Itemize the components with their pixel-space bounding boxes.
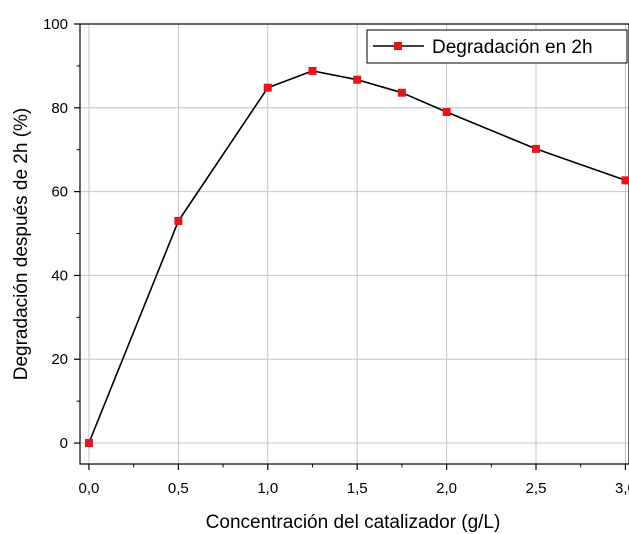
x-tick-label: 1,0	[257, 480, 278, 497]
x-tick-label: 3,0	[615, 480, 629, 497]
data-point-marker	[308, 66, 317, 75]
data-point-marker	[174, 216, 183, 225]
data-point-marker	[442, 108, 451, 116]
legend-label: Degradación en 2h	[432, 37, 593, 58]
series-layer	[84, 66, 629, 448]
data-point-marker	[84, 439, 93, 448]
y-tick-label: 40	[51, 267, 68, 284]
y-tick-label: 100	[43, 16, 68, 33]
data-point-marker	[353, 75, 362, 84]
plot-frame	[79, 23, 629, 465]
y-tick-label: 80	[51, 100, 68, 117]
y-axis-title: Degradación después de 2h (%)	[11, 108, 32, 381]
x-tick-label: 0,0	[79, 480, 100, 497]
plot-area	[80, 24, 629, 464]
data-point-marker	[397, 88, 406, 97]
x-tick-label: 1,5	[347, 480, 368, 497]
axis-ticks	[74, 23, 627, 470]
legend-marker-swatch	[394, 42, 402, 50]
x-tick-label: 2,0	[436, 480, 457, 497]
data-point-marker	[621, 176, 629, 185]
legend: Degradación en 2h	[366, 29, 628, 64]
data-point-marker	[532, 144, 541, 153]
y-tick-label: 0	[60, 435, 68, 452]
data-point-marker	[263, 83, 272, 92]
tick-labels: 0,0 0,5 1,0 1,5 2,0 2,5 3,0 0 20 40 60 80 100	[43, 16, 629, 497]
y-tick-label: 20	[51, 351, 68, 368]
y-tick-label: 60	[51, 184, 68, 201]
x-tick-label: 0,5	[168, 480, 189, 497]
x-tick-label: 2,5	[526, 480, 547, 497]
x-axis-title: Concentración del catalizador (g/L)	[206, 512, 501, 533]
